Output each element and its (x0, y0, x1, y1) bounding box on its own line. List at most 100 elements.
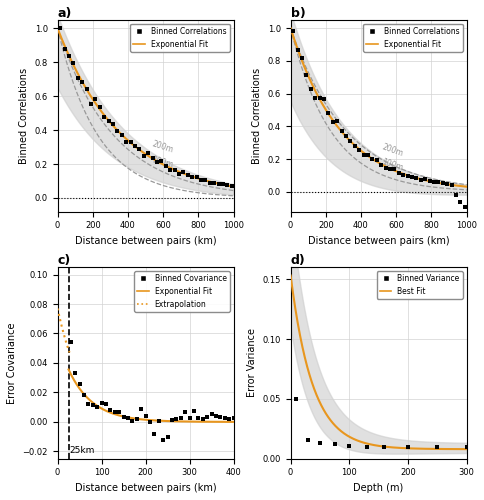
Point (93, 403, 101, 411)
Point (78, 78, 86, 86)
Legend: Binned Variance, Best Fit: Binned Variance, Best Fit (377, 271, 463, 299)
Y-axis label: Error Covariance: Error Covariance (7, 322, 17, 404)
Text: c): c) (58, 254, 71, 267)
Point (221, 414, 228, 422)
Point (422, 176, 429, 184)
Point (351, 142, 359, 150)
Point (289, 27, 297, 35)
Point (109, 120, 117, 128)
Point (380, 443, 388, 451)
Point (175, 170, 183, 178)
Point (294, 46, 302, 54)
Point (368, 155, 376, 163)
Point (197, 176, 205, 184)
Point (316, 439, 324, 447)
Point (404, 172, 411, 180)
Point (208, 410, 215, 418)
Point (219, 180, 227, 188)
Point (166, 166, 174, 173)
Point (320, 95, 328, 103)
Point (159, 436, 167, 444)
Point (360, 151, 367, 159)
Point (131, 142, 139, 150)
Text: 25km: 25km (70, 446, 95, 455)
Point (70, 59, 77, 67)
Point (106, 406, 114, 413)
Legend: Binned Correlations, Exponential Fit: Binned Correlations, Exponential Fit (363, 24, 463, 52)
Text: a): a) (58, 7, 72, 20)
Point (114, 127, 121, 135)
Point (120, 412, 127, 420)
X-axis label: Distance between pairs (km): Distance between pairs (km) (75, 236, 216, 246)
Text: b): b) (290, 7, 305, 20)
Point (355, 146, 363, 154)
Point (184, 172, 192, 179)
Y-axis label: Error Variance: Error Variance (247, 328, 257, 398)
Point (71, 370, 79, 378)
Point (342, 132, 350, 140)
Point (346, 442, 353, 450)
Point (435, 178, 442, 186)
Point (395, 168, 403, 176)
Point (363, 443, 371, 451)
Point (311, 94, 319, 102)
Point (136, 145, 143, 153)
Point (412, 174, 420, 182)
Point (378, 160, 385, 168)
Point (128, 417, 136, 425)
Point (386, 164, 394, 172)
Point (190, 407, 198, 415)
Point (142, 412, 150, 420)
Text: 100m: 100m (380, 158, 404, 172)
Point (201, 176, 209, 184)
Point (182, 408, 189, 416)
Point (76, 380, 83, 388)
Point (168, 416, 176, 424)
Point (172, 415, 180, 423)
Point (430, 178, 438, 186)
Legend: Binned Correlations, Exponential Fit: Binned Correlations, Exponential Fit (130, 24, 230, 52)
Point (137, 406, 145, 413)
Point (211, 179, 218, 187)
Point (293, 395, 301, 403)
Point (83, 86, 91, 94)
Point (89, 402, 97, 409)
Point (91, 96, 99, 104)
Point (65, 52, 73, 60)
Point (225, 415, 233, 423)
Point (188, 173, 196, 181)
Point (364, 152, 372, 160)
Point (230, 414, 238, 422)
Point (463, 443, 470, 451)
Point (151, 430, 158, 438)
Point (461, 202, 469, 210)
Point (133, 415, 141, 423)
Point (127, 138, 135, 145)
Point (302, 72, 310, 80)
Point (195, 414, 202, 422)
Point (316, 94, 323, 102)
Point (212, 412, 220, 420)
Point (203, 414, 211, 422)
Point (433, 443, 441, 451)
Point (199, 414, 207, 422)
Point (399, 170, 407, 178)
Point (228, 182, 236, 190)
Point (215, 180, 223, 188)
Point (298, 54, 306, 62)
Point (162, 162, 170, 170)
Point (115, 408, 123, 416)
Point (186, 414, 194, 422)
Point (448, 181, 455, 189)
Point (216, 414, 224, 422)
Point (382, 164, 390, 172)
Point (177, 414, 184, 422)
Point (87, 100, 95, 108)
X-axis label: Distance between pairs (km): Distance between pairs (km) (308, 236, 450, 246)
Point (56, 24, 64, 32)
Point (67, 338, 75, 346)
Point (74, 74, 82, 82)
Point (439, 179, 447, 187)
Point (443, 180, 451, 188)
Point (98, 399, 106, 407)
